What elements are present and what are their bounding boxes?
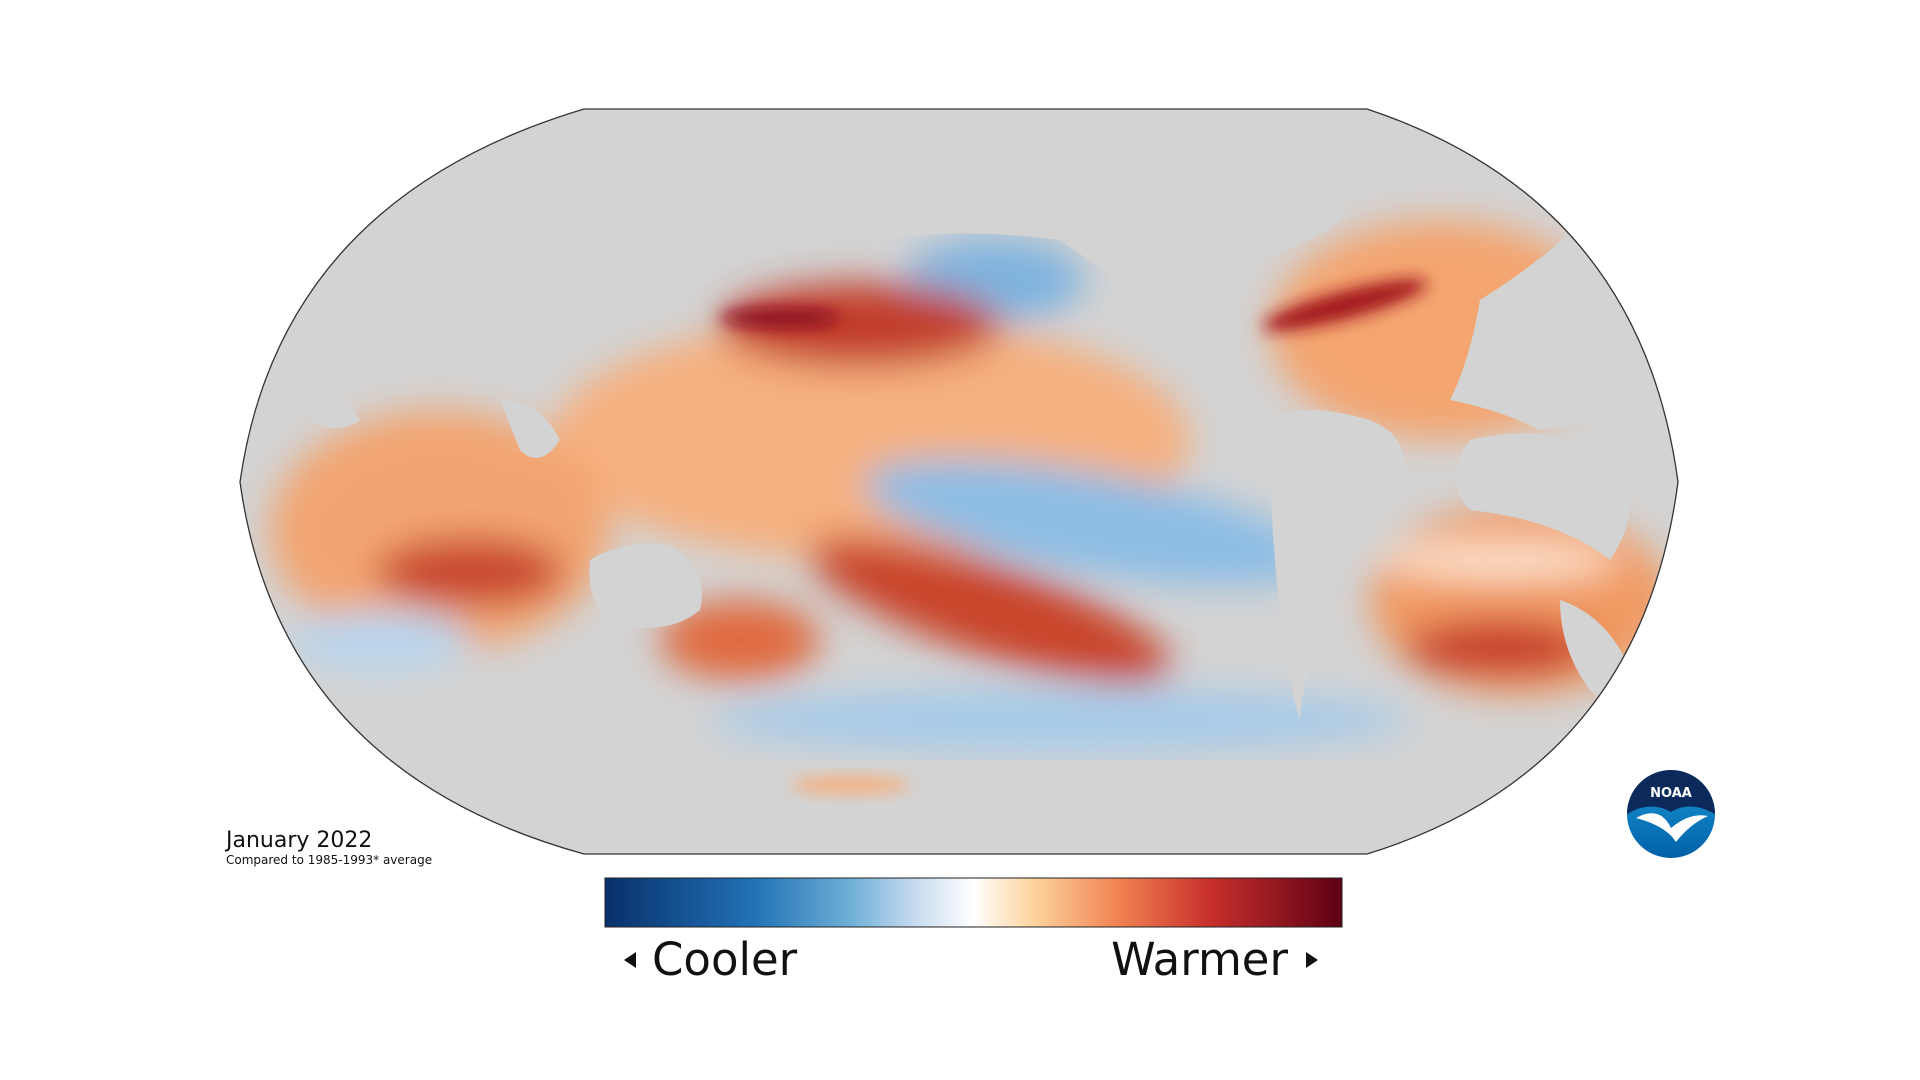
legend-high-label: Warmer (1111, 933, 1288, 986)
map-subtitle: Compared to 1985-1993* average (226, 853, 432, 867)
sst-highlights (720, 279, 1428, 331)
antarctic-shelf (790, 776, 910, 794)
map-title: January 2022 (224, 828, 372, 853)
warmer-arrow (1306, 952, 1318, 968)
sst-anomaly-field (270, 220, 1670, 752)
noaa-logo: NOAA (1627, 770, 1715, 858)
color-bar (604, 877, 1343, 928)
map (240, 109, 1678, 854)
logo-text: NOAA (1650, 786, 1692, 801)
map-border (239, 108, 1679, 855)
cooler-arrow (624, 952, 636, 968)
legend-low-label: Cooler (652, 933, 798, 986)
